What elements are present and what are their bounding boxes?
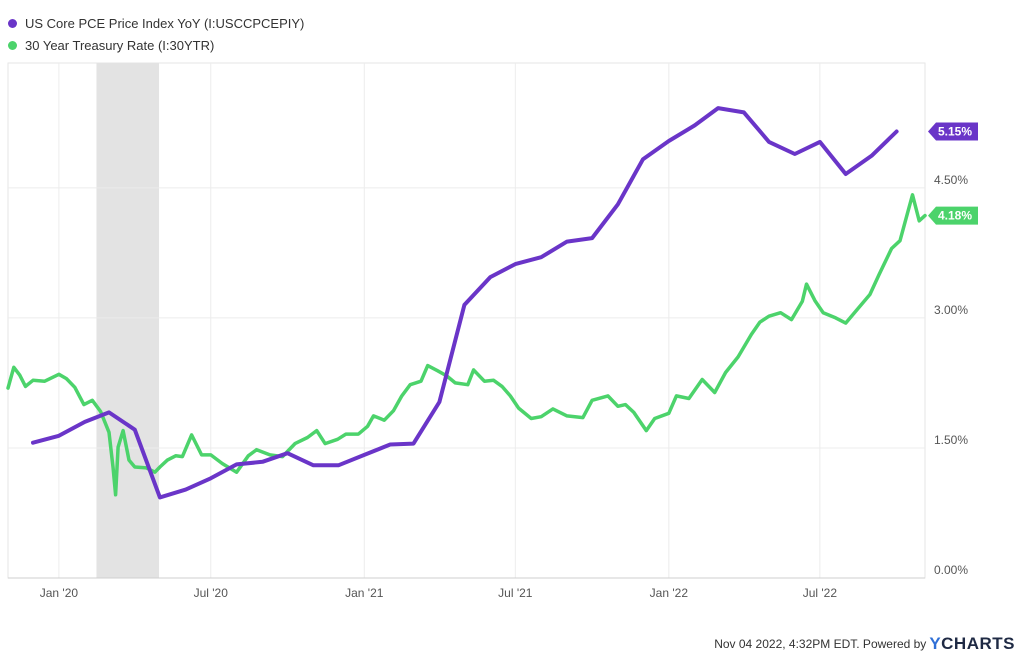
legend-label-core-pce: US Core PCE Price Index YoY (I:USCCPCEPI… [25,15,305,31]
line-chart: Jan '20 Jul '20 Jan '21 Jul '21 Jan '22 Jul '… [6,62,978,600]
y-tick-label: 3.00% [934,303,968,317]
legend-label-30yr-treasury: 30 Year Treasury Rate (I:30YTR) [25,37,215,53]
last-value-label-core-pce: 5.15% [938,124,972,138]
last-value-tag-30yr-treasury [928,206,978,225]
legend: US Core PCE Price Index YoY (I:USCCPCEPI… [8,12,304,56]
footer: Nov 04 2022, 4:32PM EDT. Powered by YCHA… [714,634,1015,654]
y-tick-label: 1.50% [934,433,968,447]
last-value-tag-core-pce [928,122,978,141]
legend-swatch-core-pce [8,18,17,28]
footer-timestamp: Nov 04 2022, 4:32PM EDT. Powered by [714,637,927,651]
x-tick-label: Jan '20 [40,586,79,600]
ycharts-logo-text: CHARTS [941,634,1015,653]
series-line-core-pce [31,106,899,500]
ycharts-logo[interactable]: YCHARTS [929,634,1015,654]
y-tick-label: 4.50% [934,173,968,187]
legend-item-30yr-treasury[interactable]: 30 Year Treasury Rate (I:30YTR) [8,34,304,56]
x-tick-label: Jul '21 [498,586,533,600]
recession-shading [96,63,160,578]
x-tick-label: Jan '21 [345,586,384,600]
legend-item-core-pce[interactable]: US Core PCE Price Index YoY (I:USCCPCEPI… [8,12,304,34]
series-line-30yr-treasury [6,193,927,497]
x-tick-label: Jan '22 [650,586,689,600]
x-tick-label: Jul '20 [194,586,229,600]
y-tick-label: 0.00% [934,563,968,577]
x-tick-label: Jul '22 [803,586,838,600]
last-value-label-30yr-treasury: 4.18% [938,209,972,223]
ycharts-logo-y: Y [929,634,942,653]
legend-swatch-30yr-treasury [8,40,17,50]
